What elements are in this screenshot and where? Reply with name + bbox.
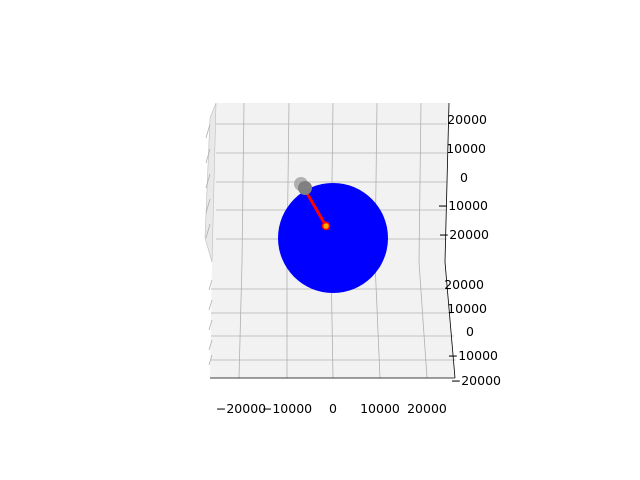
floor-pane [210,262,455,378]
y-tick-label: 10000 [446,141,486,156]
floor-grid-line [238,261,243,379]
y-tick-label: 0 [460,170,468,185]
z-tick-labels: 20000 10000 0 −10000 −20000 [444,277,501,388]
back-pane [212,103,449,262]
target-marker [321,221,331,231]
left-grid-line [208,319,213,331]
floor-grid-line [418,261,428,379]
left-grid-line [205,123,211,139]
z-axis-line-upper [444,102,450,263]
axis-lines [210,102,456,379]
x-tick-label: 0 [329,401,337,416]
back-grid-line [241,102,245,263]
z-axis-line-lower [444,261,456,379]
x-tick-label: −10000 [262,401,312,416]
left-grid-line [208,279,213,291]
x-tick-label: −20000 [216,401,266,416]
x-tick-label: 10000 [360,401,400,416]
left-grid-line [205,198,211,214]
floor-grid-line [374,261,381,379]
z-tick-label: −10000 [448,348,498,363]
x-tick-labels: −20000 −10000 0 10000 20000 [216,401,447,416]
axes-panes [204,102,455,378]
earth-sphere [278,183,388,293]
satellite-marker [298,181,312,195]
left-grid-line [208,354,213,366]
y-tick-labels: 20000 10000 0 −10000 −20000 [438,112,489,242]
left-grid-line [205,148,211,164]
y-tick-label: −10000 [438,198,488,213]
z-tick-label: 10000 [447,301,487,316]
z-tick-label: 0 [466,324,474,339]
z-tick-label: 20000 [444,277,484,292]
left-pane [204,102,217,263]
back-grid-line [418,102,422,263]
y-tick-label: 20000 [447,112,487,127]
y-tick-label: −20000 [439,227,489,242]
left-grid-line [205,173,211,189]
left-grid-line [208,339,213,351]
left-grid-line [205,223,211,239]
left-grid-line [208,299,213,311]
x-tick-label: 20000 [407,401,447,416]
z-tick-label: −20000 [451,373,501,388]
scene-objects [278,177,388,293]
